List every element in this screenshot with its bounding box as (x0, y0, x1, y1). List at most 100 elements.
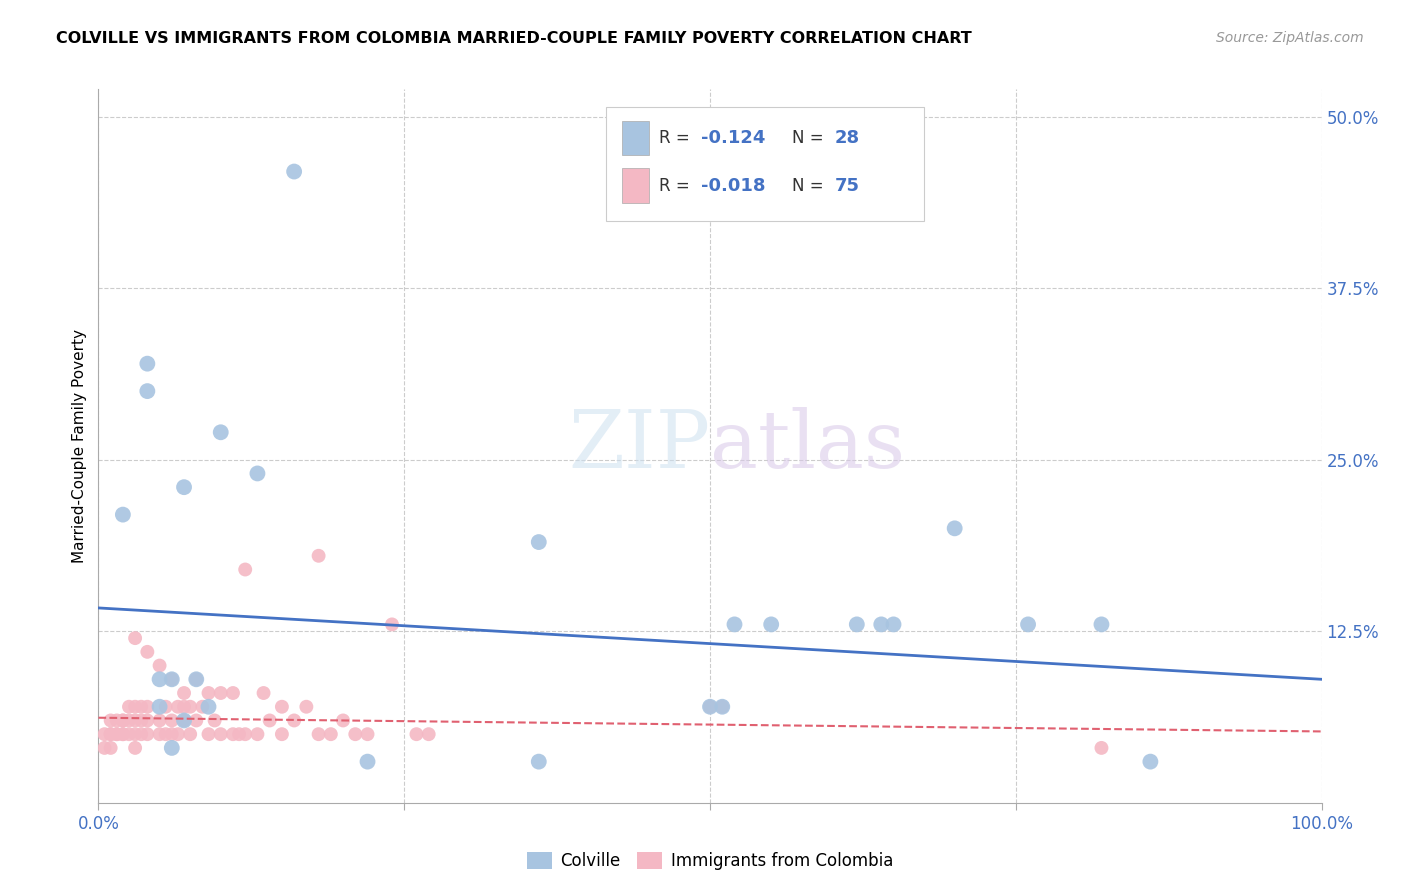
Text: 75: 75 (835, 177, 860, 194)
Y-axis label: Married-Couple Family Poverty: Married-Couple Family Poverty (72, 329, 87, 563)
Point (204, 714, 226, 728)
Point (723, 617, 745, 632)
Point (124, 740, 146, 755)
Point (270, 699, 294, 714)
Point (149, 714, 172, 728)
Point (186, 673, 208, 687)
Text: ZIP: ZIP (568, 407, 710, 485)
Point (111, 727, 134, 741)
Point (124, 631, 146, 645)
Point (93, 727, 115, 741)
Point (160, 714, 183, 728)
Point (1090, 740, 1112, 755)
Point (129, 699, 152, 714)
Point (149, 699, 172, 714)
Point (319, 727, 342, 741)
Bar (621, 120, 648, 155)
Point (129, 714, 152, 728)
Point (405, 727, 427, 741)
Text: COLVILLE VS IMMIGRANTS FROM COLOMBIA MARRIED-COUPLE FAMILY POVERTY CORRELATION C: COLVILLE VS IMMIGRANTS FROM COLOMBIA MAR… (56, 31, 972, 46)
Text: -0.124: -0.124 (702, 128, 766, 146)
Point (233, 562, 256, 576)
Point (111, 714, 134, 728)
Point (136, 714, 159, 728)
Point (381, 617, 404, 632)
Point (233, 727, 256, 741)
Point (124, 699, 146, 714)
Text: Source: ZipAtlas.com: Source: ZipAtlas.com (1216, 31, 1364, 45)
Point (209, 727, 232, 741)
Legend: Colville, Immigrants from Colombia: Colville, Immigrants from Colombia (520, 845, 900, 877)
Point (332, 714, 354, 728)
FancyBboxPatch shape (606, 107, 924, 221)
Point (136, 357, 159, 371)
Point (173, 686, 195, 700)
Point (283, 164, 305, 178)
Point (711, 699, 734, 714)
Text: 28: 28 (835, 128, 860, 146)
Point (118, 727, 141, 741)
Point (136, 384, 159, 398)
Point (167, 727, 190, 741)
Point (222, 727, 245, 741)
Point (356, 727, 378, 741)
Point (105, 727, 128, 741)
Point (209, 425, 232, 440)
Point (308, 549, 330, 563)
Point (149, 658, 172, 673)
Point (252, 686, 274, 700)
Point (149, 673, 172, 687)
Point (344, 727, 367, 741)
Point (173, 714, 195, 728)
Point (136, 727, 159, 741)
Text: -0.018: -0.018 (702, 177, 766, 194)
Point (186, 673, 208, 687)
Point (100, 727, 122, 741)
Point (167, 699, 190, 714)
Point (197, 727, 219, 741)
Point (186, 714, 208, 728)
Point (845, 617, 868, 632)
Point (100, 714, 122, 728)
Text: N =: N = (792, 177, 830, 194)
Point (160, 727, 183, 741)
Point (155, 727, 177, 741)
Point (111, 508, 134, 522)
Point (173, 699, 195, 714)
Point (283, 714, 305, 728)
Point (160, 673, 183, 687)
Point (699, 699, 721, 714)
Text: R =: R = (658, 177, 695, 194)
Point (761, 617, 783, 632)
Point (699, 699, 721, 714)
Point (100, 740, 122, 755)
Point (124, 714, 146, 728)
Point (222, 686, 245, 700)
Point (173, 714, 195, 728)
Point (118, 699, 141, 714)
Point (136, 699, 159, 714)
Bar (621, 169, 648, 202)
Point (883, 617, 905, 632)
Point (1017, 617, 1039, 632)
Point (943, 521, 966, 535)
Point (160, 673, 183, 687)
Point (173, 480, 195, 494)
Point (111, 714, 134, 728)
Point (105, 714, 128, 728)
Point (418, 727, 440, 741)
Point (1139, 755, 1161, 769)
Point (228, 727, 250, 741)
Point (179, 699, 201, 714)
Point (259, 714, 281, 728)
Point (356, 755, 378, 769)
Point (246, 727, 269, 741)
Point (105, 727, 128, 741)
Point (155, 699, 177, 714)
Point (160, 740, 183, 755)
Point (1090, 617, 1112, 632)
Point (149, 727, 172, 741)
Point (527, 535, 550, 549)
Point (93, 740, 115, 755)
Point (100, 727, 122, 741)
